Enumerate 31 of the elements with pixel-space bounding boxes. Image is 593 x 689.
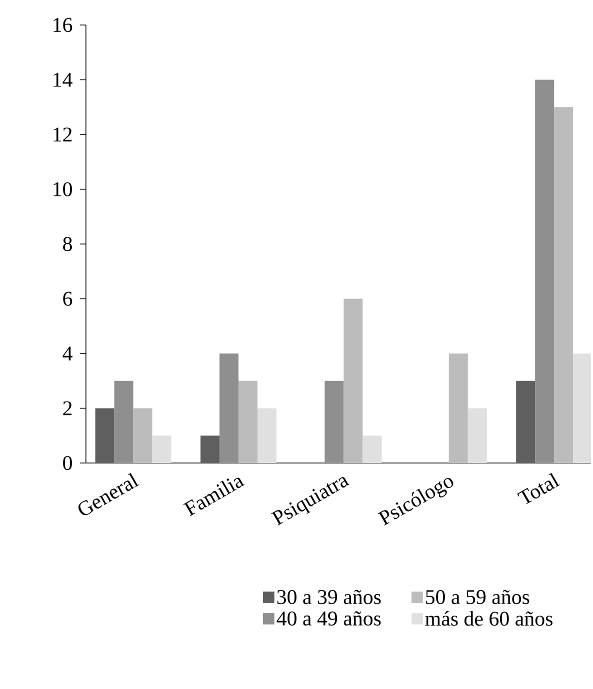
bar [220, 354, 239, 463]
y-tick-label: 6 [63, 292, 72, 306]
bar [554, 107, 574, 463]
y-tick-label: 0 [63, 456, 72, 470]
bar [258, 408, 277, 463]
bar [95, 408, 114, 463]
bar [573, 354, 591, 463]
bar [535, 80, 554, 463]
bar [344, 298, 363, 463]
bar [468, 408, 487, 463]
y-tick-label: 2 [63, 401, 72, 416]
bar [152, 436, 172, 463]
y-tick-label: 14 [54, 72, 72, 87]
bar [362, 436, 382, 463]
y-tick-label: 4 [62, 346, 72, 360]
y-tick-label: 8 [63, 236, 72, 252]
bar [114, 380, 134, 463]
y-tick-label: 12 [54, 128, 72, 142]
y-tick-label: 10 [54, 182, 72, 196]
x-tick-label: Total [517, 473, 560, 504]
bar [516, 380, 536, 463]
bar [133, 408, 152, 463]
legend-label: 40 a 49 años [276, 611, 381, 626]
y-tick-label: 16 [54, 18, 72, 32]
legend-label: 50 a 59 años [426, 590, 530, 604]
bar [238, 380, 258, 463]
bar [200, 436, 220, 463]
legend-label: 30 a 39 años [277, 590, 381, 604]
legend-label: más de 60 años [425, 611, 553, 626]
bar [448, 354, 468, 463]
bar [324, 380, 344, 463]
